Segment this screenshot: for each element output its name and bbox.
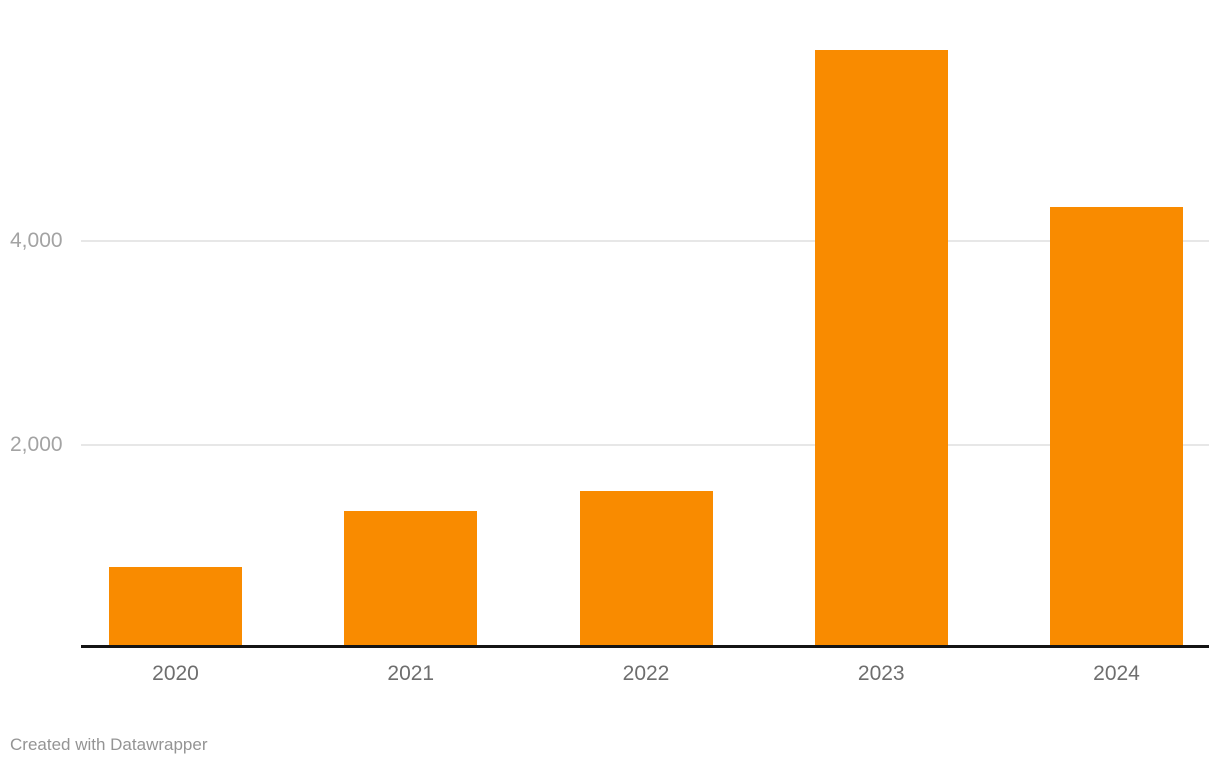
x-axis-tick-label-2024: 2024 bbox=[1093, 662, 1140, 685]
x-axis-line bbox=[81, 645, 1209, 648]
y-gridline-4000 bbox=[81, 240, 1209, 242]
bar-2024[interactable] bbox=[1050, 207, 1183, 648]
y-axis-tick-label: 4,000 bbox=[10, 229, 63, 252]
datawrapper-credit-link[interactable]: Created with Datawrapper bbox=[10, 735, 208, 754]
bar-2021[interactable] bbox=[344, 510, 478, 648]
x-axis-tick-label-2021: 2021 bbox=[387, 662, 435, 685]
x-axis-tick-label-2020: 2020 bbox=[152, 662, 199, 685]
x-axis-tick-label-2022: 2022 bbox=[622, 662, 670, 685]
x-axis-tick-label-2023: 2023 bbox=[857, 662, 905, 685]
y-axis-tick-label: 2,000 bbox=[10, 432, 63, 456]
y-gridline-2000 bbox=[81, 443, 1209, 446]
bar-2020[interactable] bbox=[109, 566, 242, 648]
bar-2023[interactable] bbox=[814, 49, 948, 648]
bar-2022[interactable] bbox=[579, 491, 713, 648]
